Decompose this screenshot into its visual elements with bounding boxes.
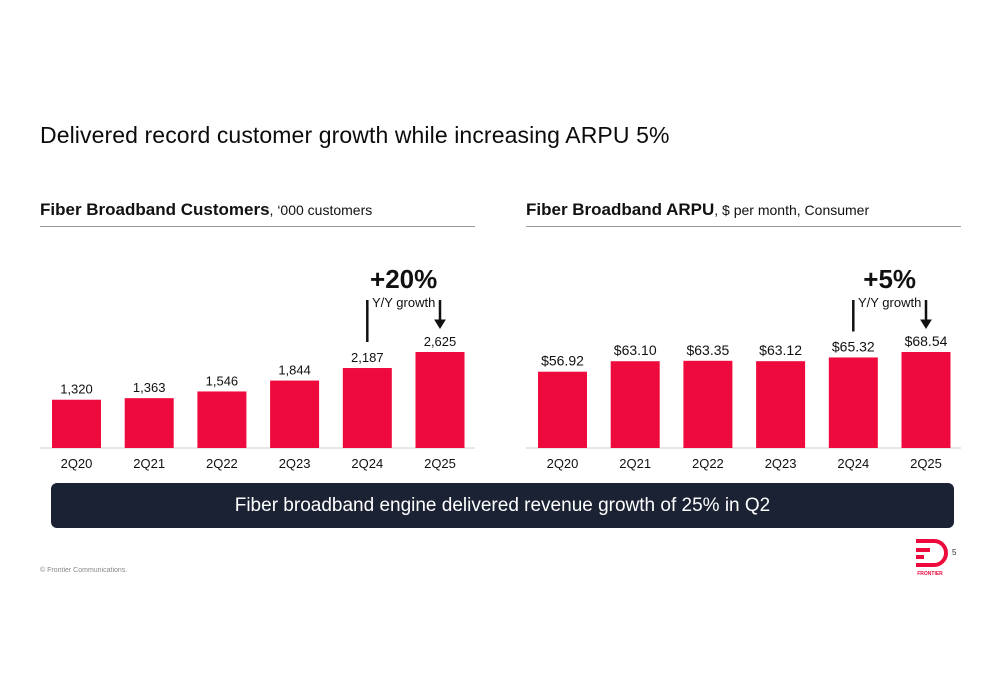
arpu-category-label: 2Q21 — [619, 456, 651, 471]
arpu-category-label: 2Q24 — [837, 456, 869, 471]
customers-bar-chart: 1,320 2Q20 1,363 2Q21 1,546 2Q22 1,844 2Q23 2,18… — [40, 260, 475, 471]
arpu-category-label: 2Q20 — [547, 456, 579, 471]
arpu-chart-header: Fiber Broadband ARPU, $ per month, Consu… — [526, 200, 961, 227]
customers-value-label: 2,187 — [351, 350, 384, 365]
slide-title: Delivered record customer growth while i… — [40, 122, 670, 148]
frontier-logo-icon: FRONTIER — [916, 539, 948, 577]
arpu-value-label: $63.10 — [614, 342, 657, 358]
arpu-value-label: $68.54 — [905, 333, 948, 349]
customers-growth-label: Y/Y growth — [372, 295, 435, 310]
arpu-value-label: $63.35 — [686, 342, 729, 358]
customers-category-label: 2Q24 — [351, 456, 383, 471]
arpu-chart-unit: , $ per month, Consumer — [714, 202, 870, 218]
arpu-growth-value: +5% — [863, 264, 916, 294]
arpu-value-label: $63.12 — [759, 342, 802, 358]
arpu-value-label: $56.92 — [541, 353, 584, 369]
arpu-growth-label: Y/Y growth — [858, 295, 921, 310]
arpu-category-label: 2Q23 — [765, 456, 797, 471]
customers-category-label: 2Q25 — [424, 456, 456, 471]
customers-bar-2Q20 — [52, 399, 101, 448]
customers-value-label: 2,625 — [424, 334, 457, 349]
arpu-chart-title: Fiber Broadband ARPU — [526, 200, 715, 219]
customers-value-label: 1,363 — [133, 380, 166, 395]
customers-growth-value: +20% — [370, 264, 437, 294]
customers-bar-2Q22 — [197, 391, 247, 448]
banner-text: Fiber broadband engine delivered revenue… — [234, 494, 771, 516]
customers-category-label: 2Q23 — [279, 456, 311, 471]
customers-value-label: 1,546 — [206, 373, 239, 388]
customers-bar-2Q24 — [342, 368, 392, 448]
customers-value-label: 1,844 — [278, 363, 311, 378]
customers-bar-2Q25 — [415, 352, 465, 448]
arpu-category-label: 2Q25 — [910, 456, 942, 471]
copyright-text: © Frontier Communications. — [40, 567, 128, 574]
customers-category-label: 2Q20 — [61, 456, 93, 471]
customers-category-label: 2Q22 — [206, 456, 238, 471]
customers-category-label: 2Q21 — [133, 456, 165, 471]
customers-chart-header: Fiber Broadband Customers, ‘000 customer… — [40, 200, 475, 227]
customers-chart-unit: , ‘000 customers — [269, 202, 373, 218]
customers-chart-title: Fiber Broadband Customers — [40, 200, 270, 219]
customers-bar-2Q21 — [124, 398, 174, 448]
arpu-bar-chart: $56.92 2Q20 $63.10 2Q21 $63.35 2Q22 $63.12 2Q23… — [526, 260, 961, 471]
arpu-bar-2Q23 — [756, 361, 806, 448]
highlight-banner: Fiber broadband engine delivered revenue… — [51, 483, 954, 528]
arpu-bar-2Q25 — [901, 352, 951, 448]
page-number: 5 — [952, 548, 957, 557]
arpu-value-label: $65.32 — [832, 338, 875, 354]
customers-value-label: 1,320 — [60, 382, 93, 397]
arpu-bar-2Q21 — [610, 361, 660, 448]
customers-bar-2Q23 — [270, 380, 320, 448]
arpu-growth-annotation: +5%Y/Y growth — [847, 260, 932, 332]
customers-growth-annotation: +20%Y/Y growth — [361, 260, 446, 343]
arpu-bar-2Q22 — [683, 360, 733, 448]
logo-wordmark: FRONTIER — [917, 571, 943, 577]
arpu-bar-2Q24 — [828, 357, 878, 448]
arpu-bar-2Q20 — [538, 371, 587, 448]
arpu-category-label: 2Q22 — [692, 456, 724, 471]
